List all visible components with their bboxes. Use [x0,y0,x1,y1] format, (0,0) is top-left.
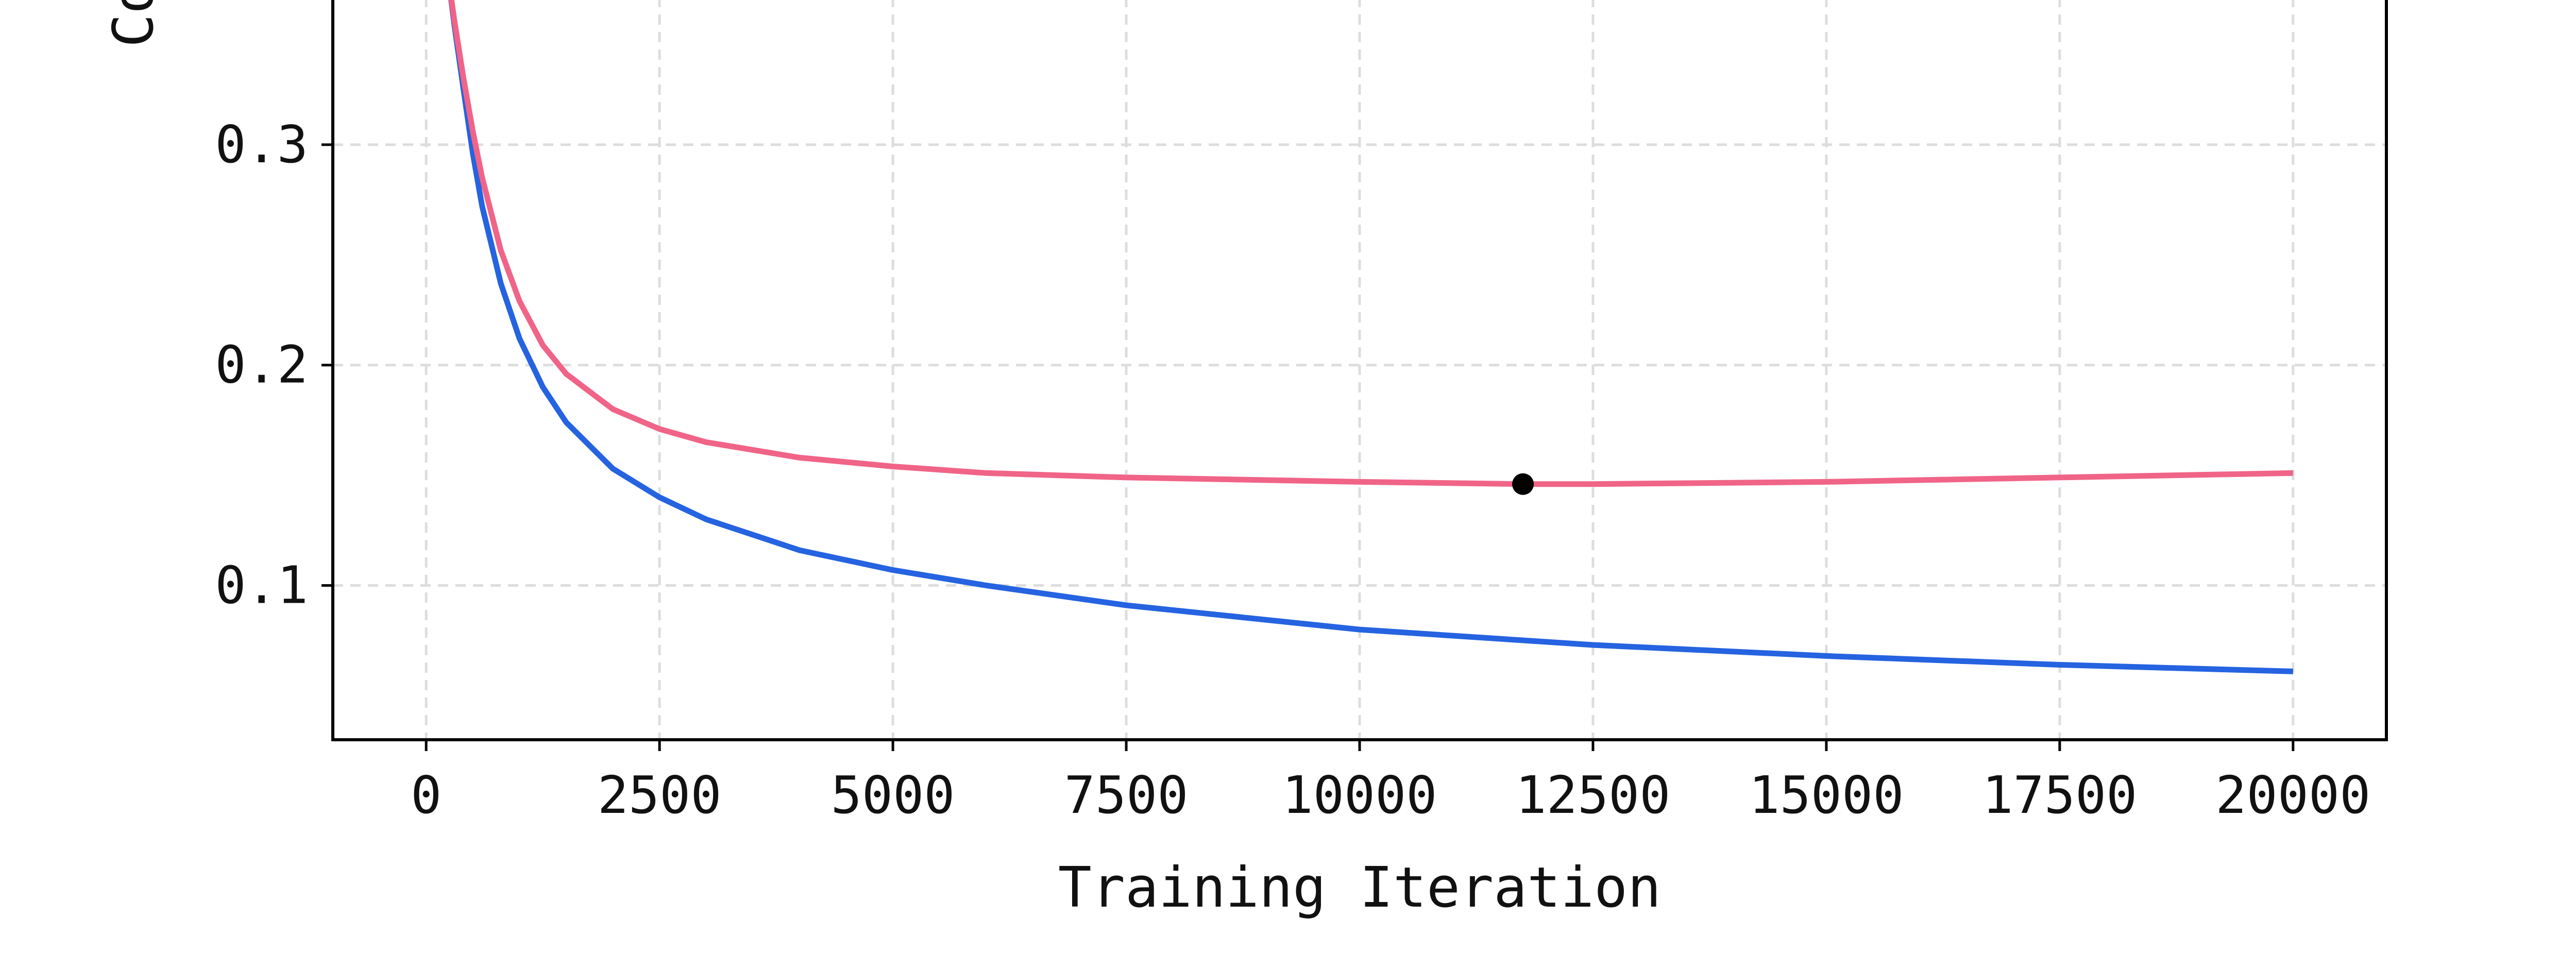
x-tick-label: 0 [411,765,442,825]
y-tick-label: 0.3 [215,114,308,175]
ticks: 0 2500 5000 7500 10000 12500 15000 17500 20000 0.… [215,114,2370,825]
x-tick-label: 2500 [598,765,722,825]
x-tick-label: 20000 [2215,765,2370,825]
series-lines [448,0,2293,674]
markers [1512,473,1534,495]
y-tick-label: 0.2 [215,335,308,395]
x-tick-label: 10000 [1282,765,1437,825]
x-axis-title: Training Iteration [1058,856,1661,920]
x-tick-label: 7500 [1064,765,1189,825]
x-tick-label: 15000 [1749,765,1904,825]
y-axis-title: Co [101,0,166,47]
x-tick-label: 5000 [831,765,955,825]
grid [333,0,2386,740]
series-line-2 [448,0,2293,487]
minimum-marker [1512,473,1534,495]
series-line-1 [448,0,2293,674]
x-tick-label: 12500 [1515,765,1670,825]
x-tick-label: 17500 [1982,765,2137,825]
y-tick-label: 0.1 [215,555,308,616]
